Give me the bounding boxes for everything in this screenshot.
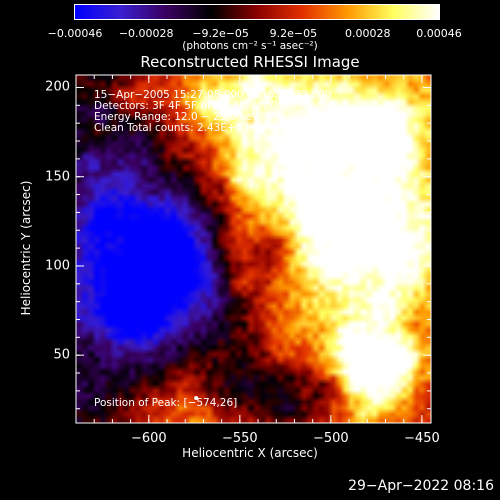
y-tick-label: 50 [53, 347, 70, 363]
annotation-time-range: 15−Apr−2005 15:27:08.000 to 15:29:32.000 [94, 89, 332, 101]
peak-position-label: Position of Peak: [−574,26] [94, 397, 238, 409]
annotation-detectors: Detectors: 3F 4F 5F 6F 7F 8F, Att 0 [94, 100, 278, 112]
x-axis-label: Heliocentric X (arcsec) [182, 446, 318, 460]
y-tick-label: 200 [45, 79, 70, 95]
colorbar-tick-label: −0.00028 [118, 27, 174, 40]
chart-title: Reconstructed RHESSI Image [140, 53, 360, 71]
plot-frame [75, 74, 432, 424]
colorbar-tick-label: −0.00046 [47, 27, 103, 40]
timestamp-footer: 29−Apr−2022 08:16 [348, 478, 494, 494]
annotation-clean: Clean Total counts: 2.43E+03 [94, 122, 250, 134]
x-tick-label: −500 [313, 431, 349, 446]
x-tick-label: −600 [130, 431, 167, 446]
colorbar-tick-label: −9.2e−05 [192, 27, 249, 40]
annotation-energy: Energy Range: 12.0 − 25.0 keV [94, 111, 260, 123]
x-tick-label: −450 [404, 431, 440, 446]
heatmap-image [76, 75, 431, 423]
colorbar-unit: (photons cm⁻² s⁻¹ asec⁻²) [182, 40, 318, 52]
colorbar-tick-label: 9.2e−05 [269, 27, 318, 40]
x-tick-label: −550 [221, 431, 258, 446]
y-axis-label: Heliocentric Y (arcsec) [19, 180, 33, 316]
y-tick-label: 100 [45, 258, 70, 274]
peak-marker [194, 396, 199, 401]
colorbar-tick-label: 0.00028 [345, 27, 391, 40]
y-tick-label: 150 [45, 169, 70, 185]
colorbar [74, 4, 440, 20]
colorbar-tick-label: 0.00046 [416, 27, 462, 40]
